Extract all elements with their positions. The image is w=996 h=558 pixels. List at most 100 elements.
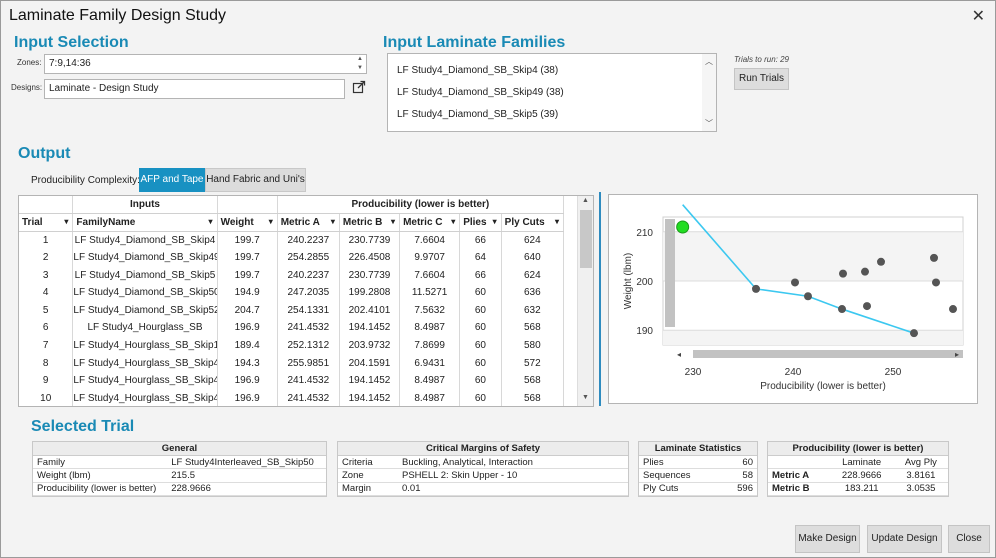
column-header-label: Metric B: [342, 216, 383, 228]
scroll-up-icon[interactable]: ▲: [582, 197, 589, 204]
chevron-up-icon[interactable]: ︿: [705, 57, 713, 66]
group-header-inputs: Inputs: [72, 196, 218, 215]
y-tick-label: 210: [636, 228, 653, 239]
column-header-label: Plies: [463, 216, 487, 228]
table-row[interactable]: 10 LF Study4_Hourglass_SB_Skip49 196.9 241.…: [19, 389, 565, 406]
table-cell: 66: [459, 231, 502, 249]
blank-header: [217, 196, 278, 215]
table-cell: LF Study4_Hourglass_SB_Skip1: [72, 336, 218, 355]
label-zone: Zone: [338, 468, 398, 483]
table-row[interactable]: 9 LF Study4_Hourglass_SB_Skip48 196.9 241.4…: [19, 371, 565, 390]
table-cell: 194.1452: [339, 319, 401, 337]
close-icon[interactable]: ✕: [971, 8, 985, 25]
label-weight: Weight (lbm): [33, 468, 168, 483]
up-arrow-icon[interactable]: ▲: [357, 56, 363, 62]
table-row[interactable]: 7 LF Study4_Hourglass_SB_Skip1 189.4 252.13…: [19, 336, 565, 355]
scroll-thumb[interactable]: [580, 210, 592, 268]
producibility-title: Producibility (lower is better): [768, 442, 948, 456]
zones-value: 7:9,14:36: [49, 58, 91, 69]
table-cell: 230.7739: [339, 266, 401, 284]
column-header-label: Trial: [22, 216, 43, 228]
y-tick-label: 200: [636, 277, 653, 288]
table-cell: 254.1331: [277, 301, 340, 320]
scatter-chart[interactable]: 190 200 210 230 240 250 Producibility (lower i…: [609, 195, 979, 405]
data-point: [839, 269, 847, 278]
list-item[interactable]: LF Study4_Diamond_SB_Skip4 (38): [397, 65, 559, 76]
margins-panel: Critical Margins of Safety Criteria Buckl…: [337, 441, 629, 497]
filter-icon[interactable]: ▾: [64, 216, 69, 226]
value-ply-cuts: 596: [721, 482, 757, 497]
column-header[interactable]: Metric A ▾: [277, 213, 340, 232]
label-criteria: Criteria: [338, 455, 398, 470]
zones-input[interactable]: 7:9,14:36 ▲ ▼: [44, 54, 367, 74]
data-point: [838, 305, 846, 314]
table-row[interactable]: 4 LF Study4_Diamond_SB_Skip50 194.9 247.203…: [19, 283, 565, 302]
filter-icon[interactable]: ▾: [492, 216, 497, 226]
table-cell: 572: [501, 354, 565, 372]
column-header-label: Ply Cuts: [504, 216, 545, 228]
filter-icon[interactable]: ▾: [208, 216, 213, 226]
table-cell: 8: [19, 354, 74, 372]
families-list[interactable]: LF Study4_Diamond_SB_Skip4 (38) LF Study…: [387, 53, 717, 132]
column-header[interactable]: Trial ▾: [19, 213, 74, 232]
update-design-button[interactable]: Update Design: [867, 525, 942, 553]
filter-icon[interactable]: ▾: [391, 216, 396, 226]
filter-icon[interactable]: ▾: [268, 216, 273, 226]
designs-value: Laminate - Design Study: [49, 83, 159, 94]
column-header[interactable]: Weight ▾: [217, 213, 278, 232]
splitter[interactable]: [599, 192, 601, 406]
table-row[interactable]: 6 LF Study4_Hourglass_SB 196.9 241.4532 194.…: [19, 319, 565, 337]
chevron-down-icon[interactable]: ﹀: [705, 119, 713, 128]
table-row[interactable]: 8 LF Study4_Hourglass_SB_Skip4 194.3 255.98…: [19, 354, 565, 372]
list-item[interactable]: LF Study4_Diamond_SB_Skip5 (39): [397, 109, 559, 120]
column-header[interactable]: Ply Cuts ▾: [501, 213, 565, 232]
list-scrollbar[interactable]: ︿ ﹀: [702, 54, 716, 131]
value-plies: 60: [721, 455, 757, 470]
table-cell: 568: [501, 371, 565, 390]
column-header[interactable]: Metric B ▾: [339, 213, 401, 232]
scroll-down-icon[interactable]: ▼: [582, 394, 589, 401]
table-cell: 8.4987: [399, 389, 461, 406]
table-row[interactable]: 5 LF Study4_Diamond_SB_Skip52 204.7 254.133…: [19, 301, 565, 320]
table-cell: 240.2237: [277, 266, 340, 284]
plot-band: [663, 330, 963, 345]
value-weight: 215.5: [167, 468, 326, 483]
tab-afp-and-tape[interactable]: AFP and Tape: [139, 168, 205, 192]
make-design-button[interactable]: Make Design: [795, 525, 860, 553]
filter-icon[interactable]: ▾: [451, 216, 456, 226]
table-cell: 568: [501, 389, 565, 406]
value-metric-b-avg: 3.0535: [893, 482, 948, 497]
data-point: [861, 267, 869, 276]
grid-scrollbar[interactable]: ▲ ▼: [577, 196, 593, 406]
down-arrow-icon[interactable]: ▼: [357, 65, 363, 71]
table-row[interactable]: 1 LF Study4_Diamond_SB_Skip4 199.7 240.2237…: [19, 231, 565, 249]
table-cell: 624: [501, 231, 565, 249]
table-cell: 632: [501, 301, 565, 320]
filter-icon[interactable]: ▾: [554, 216, 559, 226]
column-header[interactable]: Plies ▾: [459, 213, 502, 232]
table-cell: 7.8699: [399, 336, 461, 355]
open-external-icon[interactable]: [352, 80, 366, 94]
tab-hand-fabric[interactable]: Hand Fabric and Uni's: [205, 168, 306, 192]
list-item[interactable]: LF Study4_Diamond_SB_Skip49 (38): [397, 87, 564, 98]
designs-input[interactable]: Laminate - Design Study: [44, 79, 345, 99]
value-family: LF Study4Interleaved_SB_Skip50: [167, 455, 326, 470]
column-header[interactable]: FamilyName ▾: [72, 213, 218, 232]
table-cell: 252.1312: [277, 336, 340, 355]
table-cell: 241.4532: [277, 319, 340, 337]
laminate-stats-panel: Laminate Statistics Plies 60 Sequences 58 …: [638, 441, 758, 497]
chart-scroll-right-icon: ▸: [955, 350, 959, 359]
margins-title: Critical Margins of Safety: [338, 442, 628, 456]
trials-grid[interactable]: Inputs Producibility (lower is better) T…: [18, 195, 594, 407]
table-row[interactable]: 2 LF Study4_Diamond_SB_Skip49 199.7 254.285…: [19, 248, 565, 267]
table-cell: 196.9: [217, 319, 278, 337]
close-button[interactable]: Close: [948, 525, 990, 553]
table-cell: LF Study4_Hourglass_SB_Skip49: [72, 389, 218, 406]
run-trials-button[interactable]: Run Trials: [734, 68, 789, 90]
table-row[interactable]: 3 LF Study4_Diamond_SB_Skip5 199.7 240.2237…: [19, 266, 565, 284]
general-title: General: [33, 442, 326, 456]
column-header[interactable]: Metric C ▾: [399, 213, 461, 232]
label-producibility: Producibility (lower is better): [33, 482, 168, 497]
label-ply-cuts: Ply Cuts: [639, 482, 722, 497]
filter-icon[interactable]: ▾: [330, 216, 335, 226]
